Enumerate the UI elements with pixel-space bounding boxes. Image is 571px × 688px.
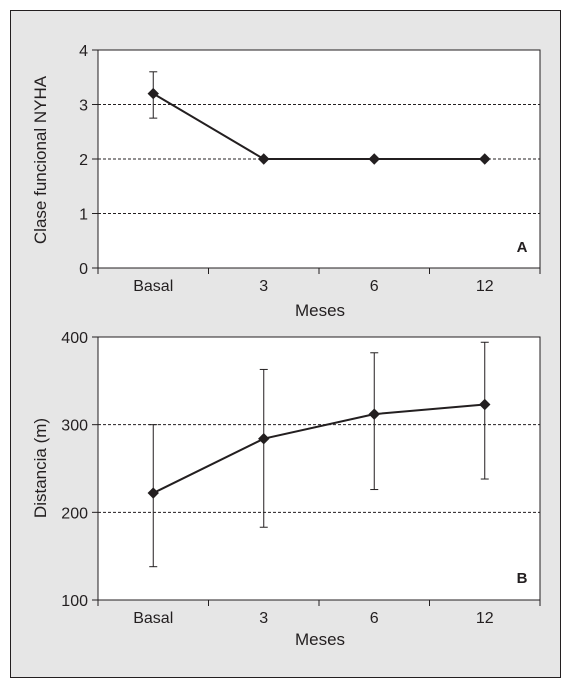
- chart-a-x-tick-label-2: 6: [370, 278, 379, 295]
- chart-a-x-tick-label-0: Basal: [133, 278, 173, 295]
- chart-a-markers: [147, 87, 491, 165]
- chart-b-x-tick-label-0: Basal: [133, 610, 173, 627]
- chart-a-point-1: [258, 153, 270, 165]
- chart-a-y-tick-label-1: 1: [79, 207, 88, 224]
- chart-a-x-tick-label-1: 3: [259, 278, 268, 295]
- chart-b-x-ticks: Basal 3 6 12: [97, 600, 541, 627]
- chart-b-y-ticks: 100 200 300 400: [61, 330, 98, 610]
- chart-a-x-tick-label-3: 12: [476, 278, 494, 295]
- chart-a-series: [152, 92, 485, 160]
- chart-a-point-0: [147, 87, 159, 100]
- chart-a-x-ticks: Basal 3 6 12: [97, 268, 541, 295]
- chart-a-y-axis-title: Clase funcional NYHA: [31, 75, 50, 244]
- chart-a-series-line-0: [152, 92, 485, 160]
- chart-b-x-tick-label-1: 3: [259, 610, 268, 627]
- chart-b: 100 200 300 400 Basal 3 6 12 Meses Distancia (…: [31, 330, 541, 649]
- chart-b-gridlines: [98, 424, 540, 513]
- chart-b-point-0: [147, 487, 159, 499]
- chart-b-y-tick-label-1: 200: [61, 505, 88, 522]
- chart-b-point-2: [368, 408, 380, 420]
- chart-b-series: [152, 403, 485, 494]
- chart-a-y-tick-label-4: 4: [79, 43, 88, 60]
- chart-b-panel-label: B: [517, 570, 528, 587]
- chart-a-y-tick-label-2: 2: [79, 152, 88, 169]
- chart-a-point-2: [368, 153, 380, 165]
- chart-a-y-ticks: 0 1 2 3 4: [79, 43, 98, 278]
- chart-b-x-tick-label-2: 6: [370, 610, 379, 627]
- chart-a-x-axis-title: Meses: [295, 301, 345, 320]
- chart-a-panel-label: A: [517, 239, 528, 256]
- chart-a-point-3: [479, 153, 491, 165]
- chart-b-y-axis-title: Distancia (m): [31, 418, 50, 518]
- chart-b-plot-area: [97, 336, 541, 601]
- chart-b-point-1: [258, 432, 270, 445]
- chart-a-y-tick-label-3: 3: [79, 98, 88, 115]
- chart-b-y-tick-label-3: 400: [61, 330, 88, 347]
- chart-a-y-tick-label-0: 0: [79, 261, 88, 278]
- chart-b-x-axis-title: Meses: [295, 630, 345, 649]
- chart-b-y-tick-label-2: 300: [61, 418, 88, 435]
- chart-b-x-tick-label-3: 12: [476, 610, 494, 627]
- chart-b-markers: [147, 398, 491, 499]
- chart-b-series-line-0: [152, 403, 485, 494]
- chart-b-y-tick-label-0: 100: [61, 593, 88, 610]
- chart-b-point-3: [479, 398, 491, 411]
